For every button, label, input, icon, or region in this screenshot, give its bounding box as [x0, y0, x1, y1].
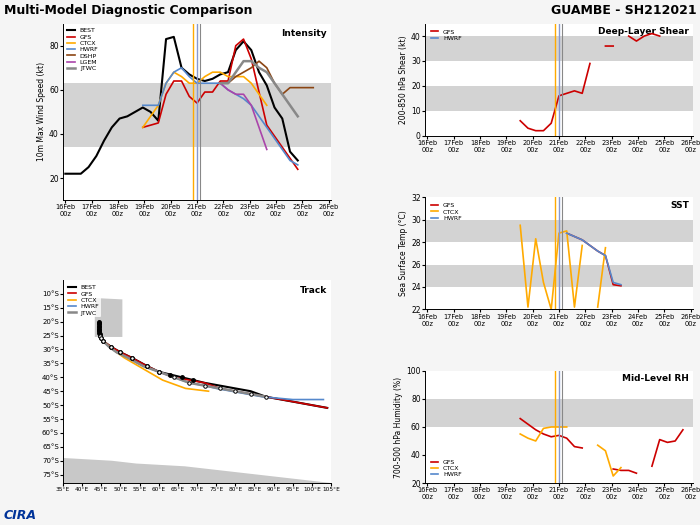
Polygon shape: [94, 298, 122, 337]
Legend: BEST, GFS, CTCX, HWRF, JTWC: BEST, GFS, CTCX, HWRF, JTWC: [66, 283, 101, 318]
Legend: BEST, GFS, CTCX, HWRF, DSHP, LGEM, JTWC: BEST, GFS, CTCX, HWRF, DSHP, LGEM, JTWC: [66, 27, 100, 72]
Bar: [425, 265, 693, 287]
Y-axis label: 700-500 hPa Humidity (%): 700-500 hPa Humidity (%): [395, 376, 403, 478]
Text: Track: Track: [300, 286, 327, 295]
Text: Mid-Level RH: Mid-Level RH: [622, 374, 689, 383]
Text: Intensity: Intensity: [281, 29, 327, 38]
Y-axis label: Sea Surface Temp (°C): Sea Surface Temp (°C): [399, 211, 408, 296]
Legend: GFS, CTCX, HWRF: GFS, CTCX, HWRF: [428, 201, 464, 224]
Y-axis label: 200-850 hPa Shear (kt): 200-850 hPa Shear (kt): [399, 35, 408, 124]
Bar: [63, 0, 331, 10]
Legend: GFS, HWRF: GFS, HWRF: [428, 27, 464, 44]
Legend: GFS, CTCX, HWRF: GFS, CTCX, HWRF: [428, 457, 464, 480]
Bar: [425, 36, 693, 61]
Text: GUAMBE - SH212021: GUAMBE - SH212021: [551, 4, 696, 17]
Text: Deep-Layer Shear: Deep-Layer Shear: [598, 27, 689, 36]
Bar: [63, 83, 331, 147]
Text: CIRA: CIRA: [4, 509, 36, 522]
Bar: [425, 219, 693, 242]
Y-axis label: 10m Max Wind Speed (kt): 10m Max Wind Speed (kt): [37, 62, 46, 162]
Bar: [425, 399, 693, 427]
Text: Multi-Model Diagnostic Comparison: Multi-Model Diagnostic Comparison: [4, 4, 252, 17]
Bar: [425, 86, 693, 111]
Text: SST: SST: [670, 201, 689, 209]
